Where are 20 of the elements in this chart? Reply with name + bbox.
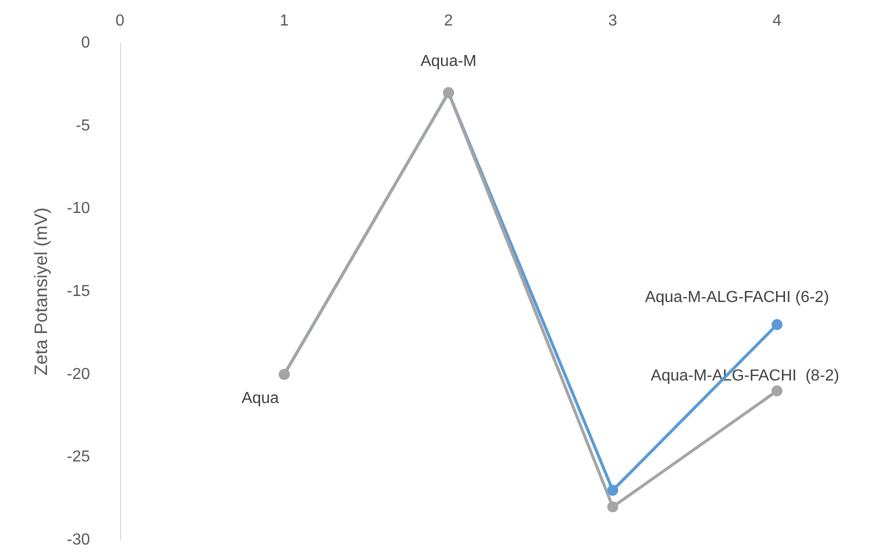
x-tick-label: 1: [280, 12, 289, 30]
x-tick-label: 4: [772, 12, 782, 30]
point: [607, 501, 618, 512]
annotation: Aqua-M-ALG-FACHI (6-2): [644, 289, 830, 306]
x-tick-label: 2: [444, 12, 454, 30]
point: [607, 484, 618, 496]
y-tick-label: -5: [76, 117, 90, 134]
annotation: Aqua: [242, 390, 280, 407]
point: [772, 385, 782, 396]
y-tick-label: -20: [66, 366, 90, 383]
annotation: Aqua-M: [420, 53, 477, 70]
y-tick-label: -30: [66, 532, 90, 548]
x-tick-label: 3: [608, 12, 618, 30]
y-tick-label: -15: [66, 283, 90, 300]
y-tick-label: 0: [81, 34, 90, 52]
point: [772, 319, 782, 330]
x-tick-label: 0: [116, 12, 125, 30]
y-tick-label: -25: [66, 448, 90, 466]
y-tick-label: -10: [66, 200, 90, 218]
y-axis-title: Zeta Potansiyel (mV): [31, 207, 51, 376]
